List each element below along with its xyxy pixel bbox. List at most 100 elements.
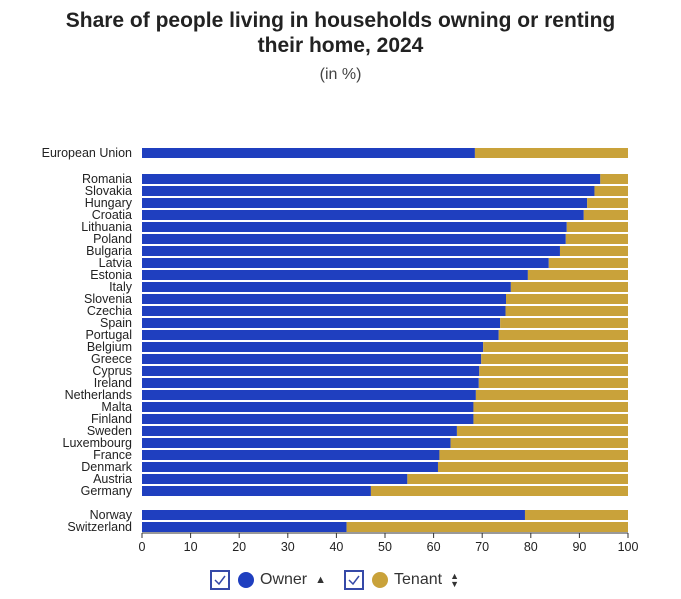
chart-title-line2: their home, 2024 [257,34,424,57]
category-label: Ireland [94,376,132,390]
bar-plot: European Union RomaniaSlovakiaHungaryCroa… [42,146,639,554]
bar-owner [142,354,482,364]
category-label: Switzerland [67,520,132,534]
owner-color-dot [238,572,254,588]
bar-owner [142,246,560,256]
bar-owner [142,282,511,292]
x-tick-label: 70 [475,540,489,554]
bar-tenant [478,378,628,388]
bar-tenant [566,222,628,232]
x-tick-label: 100 [618,540,639,554]
category-label: Sweden [87,424,132,438]
bar-owner [142,390,476,400]
category-label: Italy [109,280,133,294]
bar-owner [142,258,549,268]
bar-tenant [559,246,628,256]
bar-owner [142,294,507,304]
category-label: Cyprus [92,364,132,378]
x-tick-label: 90 [572,540,586,554]
bar-owner [142,210,584,220]
bar-tenant [346,522,628,532]
category-label: Latvia [99,256,132,270]
bar-tenant [506,294,628,304]
bar-owner [142,402,474,412]
bar-owner [142,318,501,328]
bar-owner [142,148,475,158]
bar-tenant [483,342,628,352]
x-tick-label: 50 [378,540,392,554]
category-label: Luxembourg [63,436,133,450]
bar-owner [142,222,567,232]
bar-owner [142,414,474,424]
legend: Owner ▲ Tenant ▲ ▼ [210,570,477,590]
bar-tenant [481,354,628,364]
tenant-color-dot [372,572,389,588]
chart-subtitle: (in %) [319,66,362,83]
category-label: Romania [82,172,132,186]
bar-tenant [548,258,628,268]
bar-tenant [565,234,628,244]
category-label: Malta [101,400,132,414]
category-label: Slovakia [85,184,132,198]
bar-tenant [370,486,628,496]
bar-owner [142,474,408,484]
bar-owner [142,378,479,388]
category-label: Portugal [85,328,132,342]
category-label: Czechia [87,304,132,318]
bar-tenant [456,426,628,436]
tenant-label[interactable]: Tenant [394,571,443,588]
category-label: Hungary [85,196,133,210]
category-label: European Union [42,146,132,160]
bar-tenant [437,462,628,472]
bar-tenant [473,414,628,424]
category-label: France [93,448,132,462]
bar-tenant [439,450,628,460]
bar-owner [142,198,588,208]
category-label: Poland [93,232,132,246]
bar-tenant [505,306,628,316]
bar-tenant [500,318,628,328]
bar-tenant [600,174,628,184]
owner-label[interactable]: Owner [260,571,308,588]
category-label: Germany [81,484,133,498]
bar-tenant [474,148,628,158]
bar-owner [142,486,371,496]
x-tick-label: 10 [184,540,198,554]
chart-title-line1: Share of people living in households own… [65,9,616,32]
bar-tenant [594,186,628,196]
bar-tenant [475,390,628,400]
category-label: Greece [91,352,132,366]
x-tick-label: 0 [139,540,146,554]
bar-tenant [479,366,628,376]
bar-owner [142,342,484,352]
sort-both-icon[interactable]: ▲ ▼ [450,571,459,589]
x-tick-label: 40 [329,540,343,554]
category-label: Austria [93,472,132,486]
category-label: Finland [91,412,132,426]
x-tick-label: 30 [281,540,295,554]
category-label: Croatia [92,208,132,222]
bar-owner [142,522,347,532]
bar-tenant [510,282,628,292]
bar-owner [142,450,440,460]
bar-owner [142,330,499,340]
bar-owner [142,426,457,436]
bar-tenant [450,438,628,448]
tenant-checkbox[interactable] [344,570,365,590]
bar-owner [142,234,566,244]
sort-up-icon[interactable]: ▲ [315,574,327,586]
bar-owner [142,438,451,448]
bar-tenant [583,210,628,220]
bar-owner [142,306,506,316]
bar-owner [142,186,595,196]
category-label: Denmark [81,460,132,474]
owner-checkbox[interactable] [210,570,230,590]
bar-owner [142,462,438,472]
category-label: Lithuania [81,220,132,234]
category-label: Slovenia [84,292,132,306]
category-label: Spain [100,316,132,330]
x-tick-label: 80 [524,540,538,554]
category-label: Netherlands [65,388,132,402]
category-label: Bulgaria [86,244,132,258]
